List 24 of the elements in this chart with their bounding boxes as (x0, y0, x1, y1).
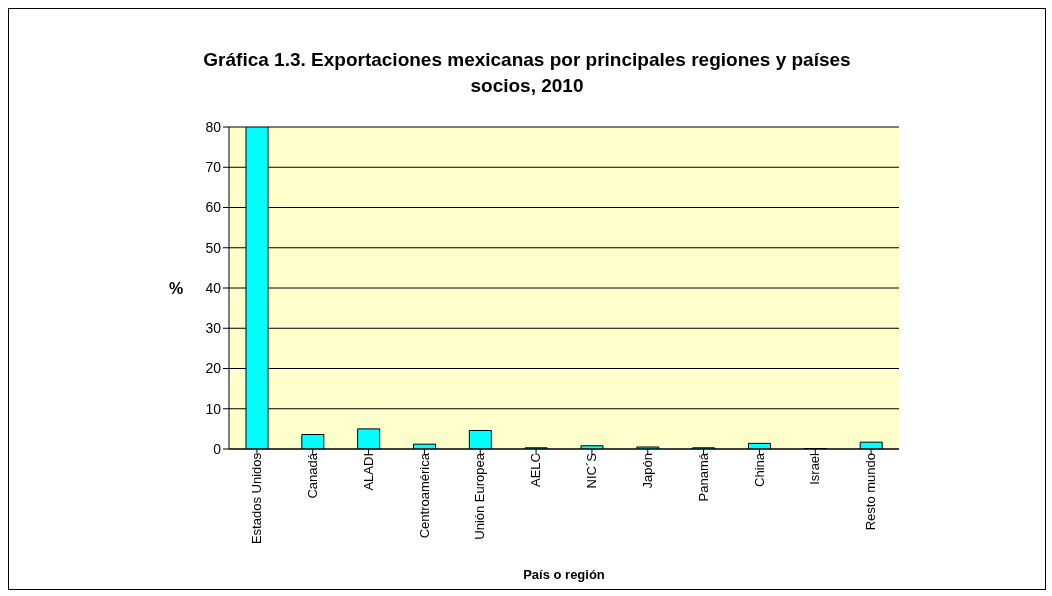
y-tick-label: 30 (205, 320, 222, 337)
y-tick-label: 80 (205, 118, 222, 135)
y-tick-label: 0 (213, 440, 222, 457)
x-tick-label: Panamá (695, 452, 711, 502)
y-axis-title: % (169, 279, 184, 297)
x-tick-label: Israel (807, 452, 823, 485)
x-tick-label: AELC (528, 453, 544, 487)
x-tick-label: Unión Europea (472, 452, 488, 540)
x-tick-label: Canadá (304, 452, 320, 499)
y-tick-label: 70 (205, 159, 222, 176)
x-tick-label: ALADI (360, 453, 376, 491)
x-tick-label: NIC´S (584, 452, 600, 489)
x-tick-label: Japón (639, 453, 655, 489)
x-tick-label: Resto mundo (863, 453, 879, 531)
y-tick-label: 60 (205, 199, 222, 216)
x-tick-label: Centroamérica (416, 452, 432, 539)
y-tick-label: 50 (205, 239, 222, 256)
y-tick-label: 40 (205, 279, 222, 296)
x-tick-label: China (751, 452, 767, 487)
x-axis-title: País o región (523, 567, 605, 582)
y-tick-label: 20 (205, 360, 222, 377)
chart-title: Gráfica 1.3. Exportaciones mexicanas por principales regiones y países socios, 2010 (202, 48, 852, 98)
y-tick-label: 10 (205, 400, 222, 417)
x-tick-label: Estados Unidos (249, 452, 265, 545)
